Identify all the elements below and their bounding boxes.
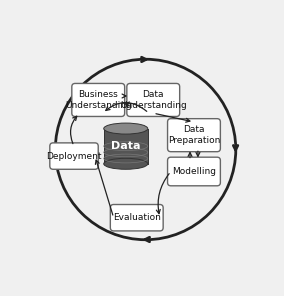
Ellipse shape [104, 158, 148, 169]
Text: Evaluation: Evaluation [113, 213, 161, 222]
Ellipse shape [104, 123, 148, 134]
FancyBboxPatch shape [72, 83, 125, 116]
FancyBboxPatch shape [168, 119, 220, 152]
FancyBboxPatch shape [168, 157, 220, 186]
Text: Modelling: Modelling [172, 167, 216, 176]
FancyBboxPatch shape [127, 83, 180, 116]
Text: Data
Understanding: Data Understanding [120, 90, 187, 110]
Text: Data: Data [111, 141, 141, 151]
Text: Deployment: Deployment [46, 152, 102, 161]
FancyBboxPatch shape [50, 143, 98, 169]
Bar [104, 128, 148, 164]
Text: Data
Preparation: Data Preparation [168, 126, 220, 145]
Text: Business
Understanding: Business Understanding [65, 90, 131, 110]
FancyBboxPatch shape [110, 205, 163, 231]
